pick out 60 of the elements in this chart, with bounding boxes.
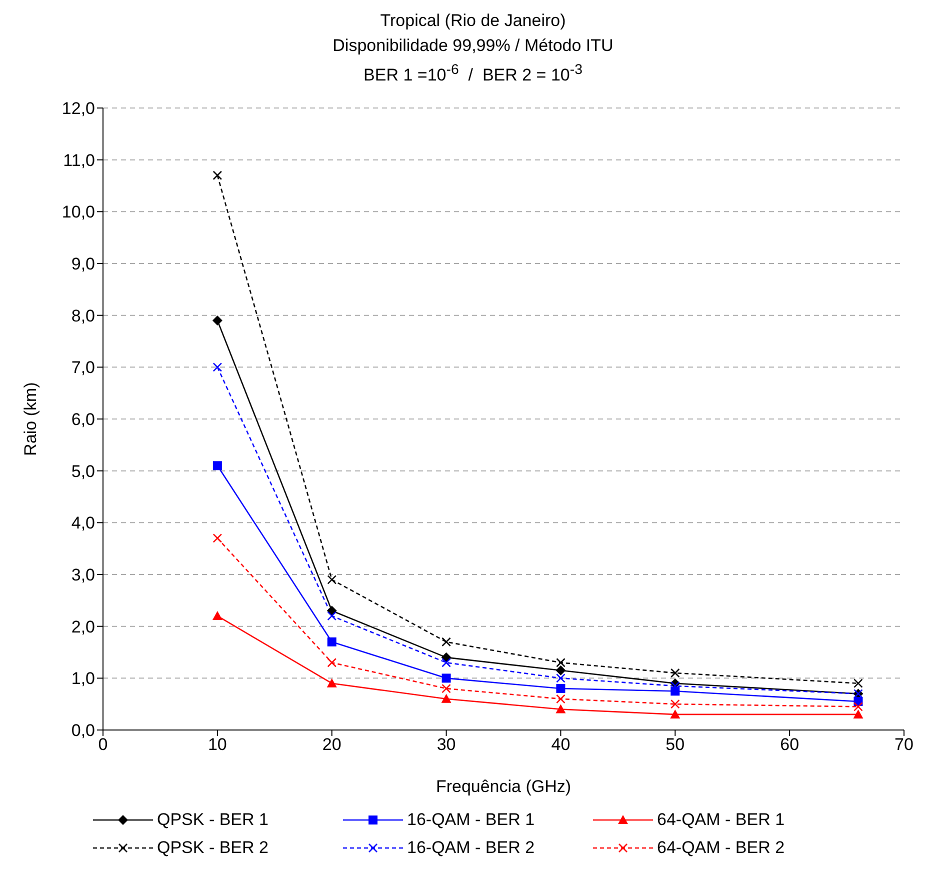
legend-label: 64-QAM - BER 1 — [657, 810, 785, 830]
point — [670, 709, 680, 718]
x-tick-label: 30 — [436, 734, 456, 754]
point — [327, 610, 337, 620]
y-tick-label: 10,0 — [62, 202, 95, 222]
x-tick-label: 50 — [666, 734, 685, 754]
legend-label: 16-QAM - BER 1 — [407, 810, 535, 830]
point — [556, 658, 566, 667]
x-tick-label: 0 — [98, 734, 108, 754]
point — [327, 658, 337, 667]
point — [853, 709, 864, 718]
y-tick-label: 0,0 — [71, 720, 95, 740]
point — [212, 460, 222, 470]
x-tick-label: 70 — [894, 734, 914, 754]
point — [441, 694, 452, 703]
point — [327, 637, 336, 646]
y-tick-label: 9,0 — [71, 254, 95, 274]
y-tick-label: 12,0 — [62, 98, 95, 118]
y-tick-label: 4,0 — [71, 513, 95, 532]
point — [327, 574, 337, 584]
point — [442, 673, 451, 682]
x-tick-label: 40 — [551, 734, 570, 754]
y-tick-label: 6,0 — [71, 410, 95, 429]
point — [854, 702, 863, 711]
chart-subtitle: Disponibilidade 99,99% / Método ITU BER 1 =10$^{-6}$ / BER 2 = 10$^{-3}$ — [332, 35, 614, 87]
point — [326, 678, 337, 688]
point — [556, 684, 566, 693]
point — [442, 684, 451, 693]
y-axis-title: Raio (km) — [21, 382, 40, 456]
y-tick-label: 7,0 — [71, 358, 95, 377]
point — [556, 704, 566, 713]
legend-label: 64-QAM - BER 2 — [657, 838, 785, 858]
point — [212, 362, 222, 372]
point — [670, 668, 680, 678]
point — [442, 658, 451, 667]
y-tick-label: 11,0 — [63, 150, 95, 170]
chart-title: Tropical (Rio de Janeiro) — [379, 10, 567, 32]
x-tick-label: 10 — [208, 734, 227, 754]
x-tick-label: 60 — [780, 734, 800, 754]
point — [212, 315, 222, 326]
point — [212, 170, 222, 180]
point — [670, 680, 680, 690]
point — [212, 533, 222, 543]
point — [854, 678, 863, 688]
point — [556, 694, 566, 704]
y-tick-label: 8,0 — [71, 306, 95, 326]
y-tick-label: 5,0 — [71, 462, 95, 481]
point — [556, 665, 566, 676]
y-tick-label: 2,0 — [71, 617, 95, 636]
x-axis-title: Frequência (GHz) — [436, 776, 572, 796]
point — [442, 636, 451, 646]
legend-label: QPSK - BER 1 — [157, 810, 268, 830]
legend-label: QPSK - BER 2 — [157, 838, 268, 858]
point — [670, 699, 680, 708]
legend-label: 16-QAM - BER 2 — [407, 838, 535, 858]
y-tick-label: 3,0 — [71, 565, 95, 584]
x-tick-label: 20 — [322, 734, 342, 754]
point — [212, 610, 222, 620]
y-tick-label: 1,0 — [71, 668, 95, 688]
point — [556, 673, 566, 682]
